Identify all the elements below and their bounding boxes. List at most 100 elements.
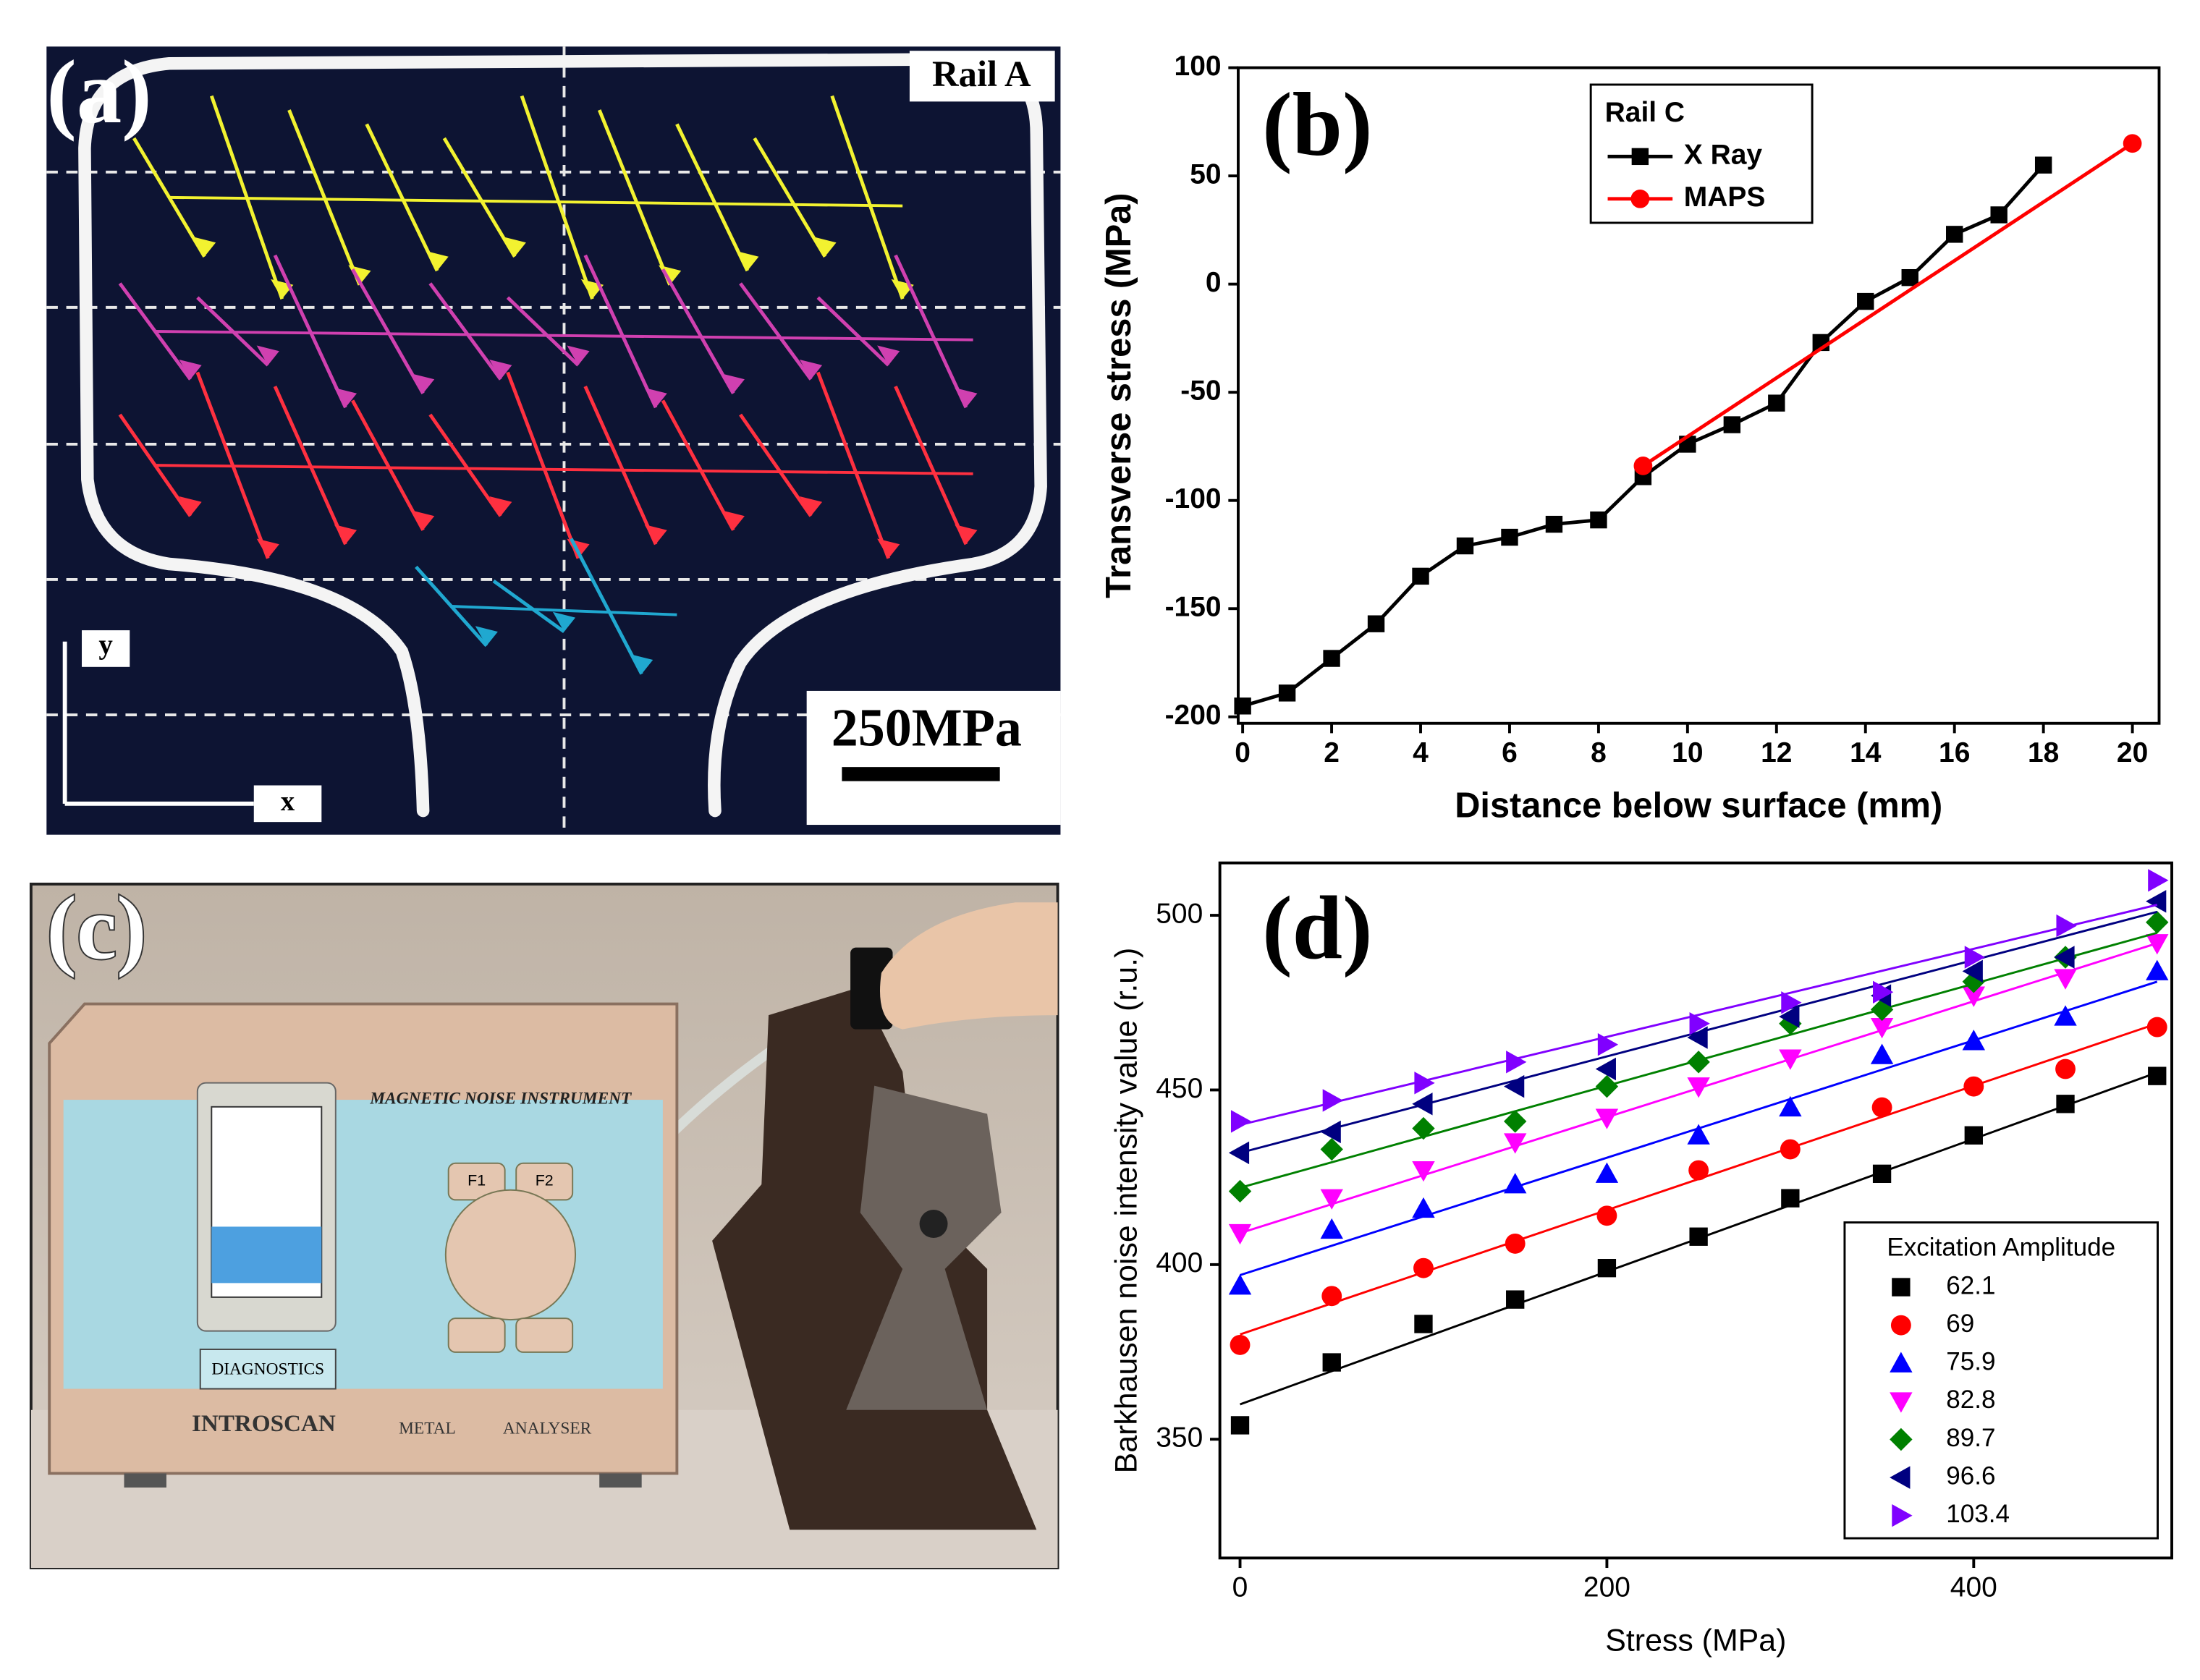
marker	[1687, 1051, 1710, 1074]
arrow-head	[489, 359, 512, 380]
x-tick-label: 16	[1939, 737, 1970, 768]
legend-label: 96.6	[1946, 1461, 1995, 1490]
legend-marker	[1892, 1278, 1911, 1297]
marker	[1506, 1290, 1525, 1309]
arrow-head	[722, 510, 745, 530]
y-tick-label: -50	[1180, 375, 1221, 406]
device-text: ANALYSER	[503, 1419, 592, 1438]
marker	[2146, 911, 2169, 934]
marker	[1506, 1051, 1527, 1074]
x-axis-label: Stress (MPa)	[1605, 1624, 1786, 1658]
marker	[1414, 1072, 1435, 1095]
scale-box	[806, 690, 1061, 826]
legend-label: X Ray	[1684, 140, 1763, 171]
marker	[1962, 1030, 1986, 1051]
x-tick-label: 400	[1950, 1572, 1997, 1603]
series-line	[1642, 142, 2133, 467]
stress-arrow	[816, 371, 890, 559]
arrow-head	[955, 387, 978, 408]
y-tick-label: 350	[1156, 1422, 1203, 1454]
stress-arrow	[739, 282, 813, 381]
dpad	[444, 1189, 577, 1321]
arrow-head	[412, 510, 435, 530]
stress-arrow	[492, 579, 565, 634]
arrow-head	[179, 496, 202, 517]
marker	[1320, 1189, 1343, 1210]
marker	[1687, 1077, 1710, 1098]
stress-arrow	[287, 109, 362, 286]
marker	[1323, 650, 1340, 667]
key	[515, 1318, 574, 1353]
marker	[2146, 934, 2169, 955]
marker	[1501, 528, 1518, 546]
stress-arrow	[365, 123, 439, 272]
marker	[1590, 511, 1607, 529]
marker	[1781, 991, 1802, 1014]
stress-arrow	[169, 195, 903, 208]
rail-outline	[78, 53, 1047, 818]
label-box	[253, 785, 322, 823]
marker	[2054, 969, 2077, 990]
plot-frame	[1237, 66, 2161, 725]
x-tick-label: 2	[1324, 737, 1340, 768]
stress-arrow	[351, 399, 425, 531]
stress-arrow	[816, 296, 890, 367]
legend-label: 89.7	[1946, 1424, 1995, 1452]
marker	[1413, 1257, 1434, 1278]
legend-marker	[1890, 1466, 1911, 1489]
marker	[1321, 1286, 1342, 1307]
legend-label: 75.9	[1946, 1348, 1995, 1376]
marker	[2146, 959, 2169, 980]
marker	[2148, 1066, 2167, 1085]
y-tick-label: 0	[1206, 267, 1222, 298]
stress-arrow	[506, 371, 580, 559]
marker	[1779, 1095, 1802, 1117]
marker	[1779, 1005, 1800, 1028]
marker	[1689, 1227, 1708, 1246]
arrow-head	[334, 387, 358, 408]
marker	[1228, 1141, 1250, 1165]
marker	[2055, 1059, 2076, 1079]
stress-arrow	[155, 464, 973, 475]
stress-arrow	[351, 268, 425, 394]
stress-arrow	[753, 137, 827, 258]
arrow-head	[426, 250, 449, 271]
stress-arrow	[675, 123, 750, 272]
legend-label: 103.4	[1946, 1500, 2010, 1528]
x-tick-label: 200	[1583, 1572, 1630, 1603]
marker	[1320, 1218, 1343, 1239]
marker	[1503, 1173, 1527, 1194]
stress-arrow	[570, 538, 643, 675]
marker	[1230, 1110, 1252, 1133]
marker	[1412, 1161, 1435, 1182]
panel-label: (b)	[1262, 75, 1372, 174]
legend-box	[1843, 1221, 2159, 1540]
marker	[1872, 1164, 1892, 1184]
stress-arrow	[155, 330, 973, 341]
y-tick-label: 400	[1156, 1247, 1203, 1278]
rail-section	[846, 1085, 1002, 1410]
marker	[1768, 394, 1785, 412]
legend-label: MAPS	[1684, 182, 1766, 213]
marker	[1689, 1012, 1710, 1035]
probe	[850, 947, 893, 1030]
marker	[1901, 268, 1918, 287]
marker	[1322, 1353, 1341, 1372]
marker	[1963, 1076, 1984, 1097]
panel-label: (a)	[46, 42, 151, 142]
device-text: MAGNETIC NOISE INSTRUMENT	[369, 1089, 632, 1108]
legend-marker	[1890, 1427, 1913, 1451]
rail-hole	[919, 1210, 948, 1239]
marker	[2054, 946, 2075, 969]
marker	[1230, 1334, 1251, 1355]
x-tick-label: 6	[1502, 737, 1518, 768]
panel-label: (d)	[1262, 878, 1372, 978]
marker	[1857, 292, 1874, 310]
key	[447, 1318, 506, 1353]
x-tick-label: 18	[2028, 737, 2059, 768]
marker	[1597, 1033, 1619, 1056]
y-axis-label: Transverse stress (MPa)	[1099, 192, 1138, 598]
marker	[1545, 515, 1563, 533]
marker	[1633, 456, 1653, 475]
